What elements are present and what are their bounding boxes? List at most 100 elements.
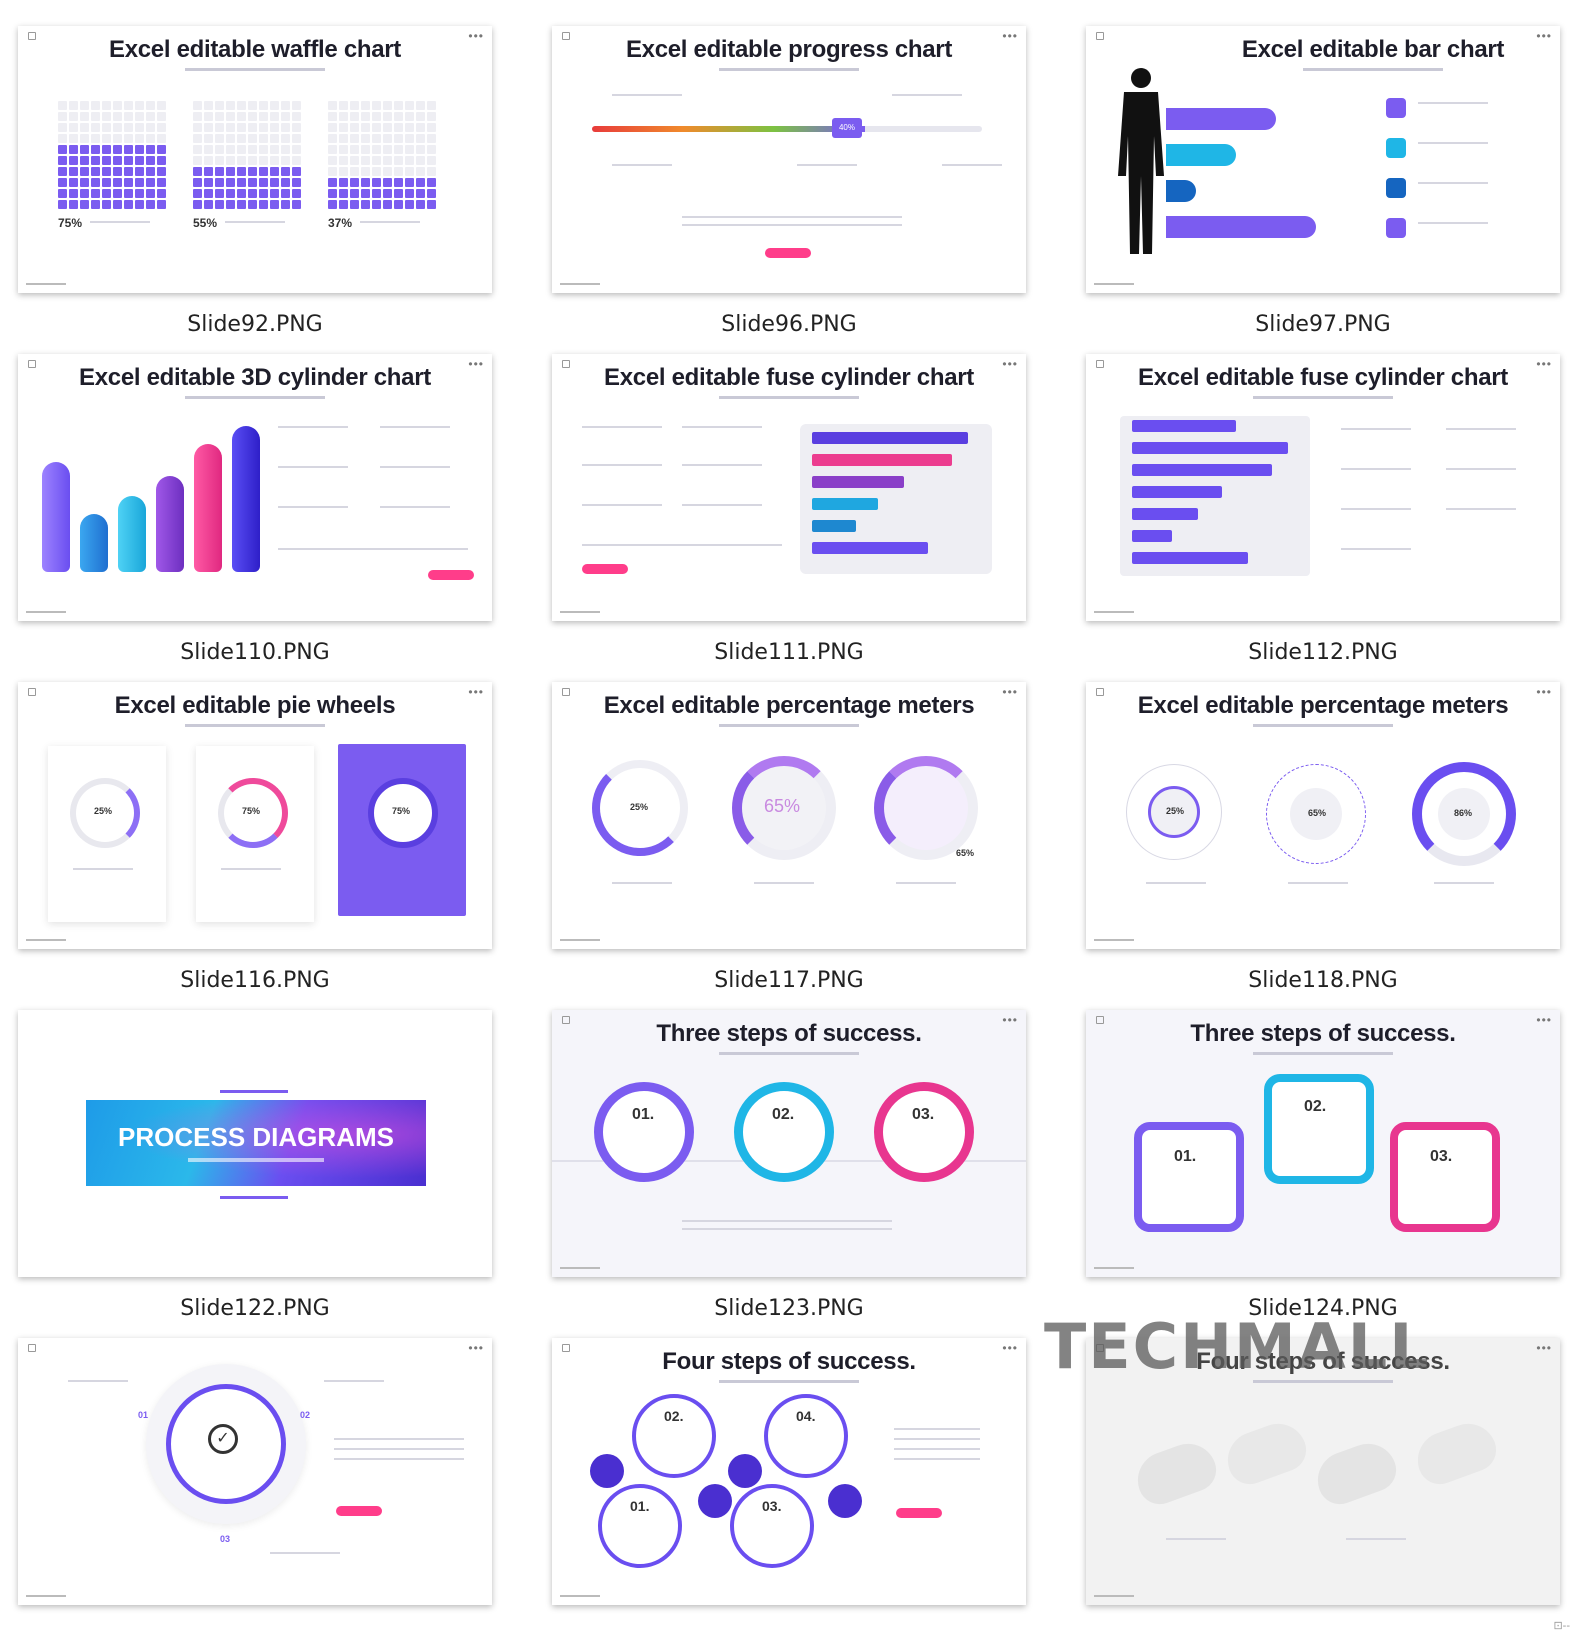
waffle-cell	[405, 101, 414, 110]
waffle-cell	[157, 156, 166, 165]
slide-preview: ••• Three steps of success. 01. 02. 03.	[1086, 1010, 1560, 1277]
slide-title: Excel editable percentage meters	[603, 692, 975, 719]
waffle-cell	[394, 167, 403, 176]
waffle-cell	[204, 189, 213, 198]
step-number: 02.	[772, 1106, 795, 1123]
waffle-cell	[248, 101, 257, 110]
meter-value: 65%	[956, 848, 975, 858]
waffle-cell	[135, 156, 144, 165]
waffle-cell	[237, 123, 246, 132]
waffle-cell	[226, 189, 235, 198]
waffle-cell	[394, 200, 403, 209]
waffle-cell	[237, 112, 246, 121]
waffle-cell	[237, 178, 246, 187]
waffle-cell	[146, 123, 155, 132]
waffle-cell	[237, 156, 246, 165]
waffle-cell	[146, 145, 155, 154]
waffle-cell	[80, 178, 89, 187]
slide-preview: ••• Three steps of success. 01. 02. 03.	[552, 1010, 1026, 1277]
slide-preview: ••• Excel editable fuse cylinder chart	[1086, 354, 1560, 621]
meter-value: 86%	[1454, 808, 1473, 818]
waffle-cell	[248, 123, 257, 132]
waffle-cell	[270, 156, 279, 165]
waffle-cell	[80, 134, 89, 143]
waffle-cell	[372, 178, 381, 187]
slide-preview: ••• Excel editable fuse cylinder chart	[552, 354, 1026, 621]
waffle-cell	[328, 167, 337, 176]
waffle-cell	[383, 112, 392, 121]
waffle-cell	[339, 123, 348, 132]
slide-preview: ••• Four steps of success.	[1086, 1338, 1560, 1605]
waffle-cell	[146, 200, 155, 209]
slide-preview: ••• Excel editable percentage meters 25%…	[552, 682, 1026, 949]
waffle-cell	[292, 123, 301, 132]
waffle-cell	[350, 134, 359, 143]
waffle-cell	[328, 156, 337, 165]
waffle-cell	[80, 123, 89, 132]
waffle-cell	[80, 145, 89, 154]
waffle-cell	[259, 123, 268, 132]
waffle-cell	[339, 101, 348, 110]
waffle-cell	[146, 134, 155, 143]
slide-title: Excel editable progress chart	[625, 36, 953, 63]
file-name: Slide111.PNG	[714, 640, 864, 665]
waffle-cell	[102, 145, 111, 154]
file-name: Slide92.PNG	[187, 312, 323, 337]
waffle-cell	[226, 123, 235, 132]
slide-title: Excel editable fuse cylinder chart	[604, 364, 974, 391]
slide-title: Excel editable bar chart	[1241, 36, 1505, 63]
waffle-cell	[339, 189, 348, 198]
waffle-cell	[281, 123, 290, 132]
waffle-cell	[328, 189, 337, 198]
waffle-3	[328, 101, 436, 209]
slide-preview: ••• Excel editable percentage meters 25%…	[1086, 682, 1560, 949]
waffle-cell	[248, 189, 257, 198]
waffle-cell	[328, 101, 337, 110]
waffle-cell	[394, 123, 403, 132]
waffle-cell	[259, 200, 268, 209]
waffle-cell	[91, 112, 100, 121]
waffle-cell	[193, 123, 202, 132]
slide-title: Excel editable 3D cylinder chart	[79, 364, 431, 391]
waffle-cell	[372, 167, 381, 176]
waffle-cell	[193, 167, 202, 176]
waffle-cell	[58, 156, 67, 165]
waffle-cell	[226, 200, 235, 209]
waffle-cell	[350, 189, 359, 198]
waffle-cell	[193, 112, 202, 121]
step-number: 04.	[796, 1408, 816, 1424]
waffle-cell	[146, 101, 155, 110]
slide-preview: ••• Excel editable 3D cylinder chart	[18, 354, 492, 621]
waffle-cell	[135, 101, 144, 110]
waffle-cell	[328, 200, 337, 209]
waffle-cell	[383, 200, 392, 209]
waffle-cell	[135, 178, 144, 187]
waffle-cell	[226, 167, 235, 176]
waffle-cell	[248, 145, 257, 154]
waffle-cell	[91, 189, 100, 198]
slide-title: Three steps of success.	[1190, 1020, 1456, 1047]
waffle-1	[58, 101, 166, 209]
waffle-cell	[292, 189, 301, 198]
waffle-cell	[157, 112, 166, 121]
waffle-cell	[113, 134, 122, 143]
waffle-cell	[135, 134, 144, 143]
waffle-cell	[270, 145, 279, 154]
waffle-cell	[124, 134, 133, 143]
waffle-cell	[405, 200, 414, 209]
waffle-cell	[226, 101, 235, 110]
waffle-cell	[237, 167, 246, 176]
waffle-cell	[102, 200, 111, 209]
waffle-cell	[328, 178, 337, 187]
slide-preview: ••• Four steps of success. 02. 04. 01. 0…	[552, 1338, 1026, 1605]
waffle-cell	[215, 112, 224, 121]
waffle-cell	[372, 189, 381, 198]
progress-badge: 40%	[832, 118, 862, 138]
waffle-cell	[146, 167, 155, 176]
waffle-cell	[102, 101, 111, 110]
waffle-cell	[124, 101, 133, 110]
waffle-cell	[91, 134, 100, 143]
waffle-cell	[394, 156, 403, 165]
waffle-cell	[361, 156, 370, 165]
waffle-cell	[361, 101, 370, 110]
